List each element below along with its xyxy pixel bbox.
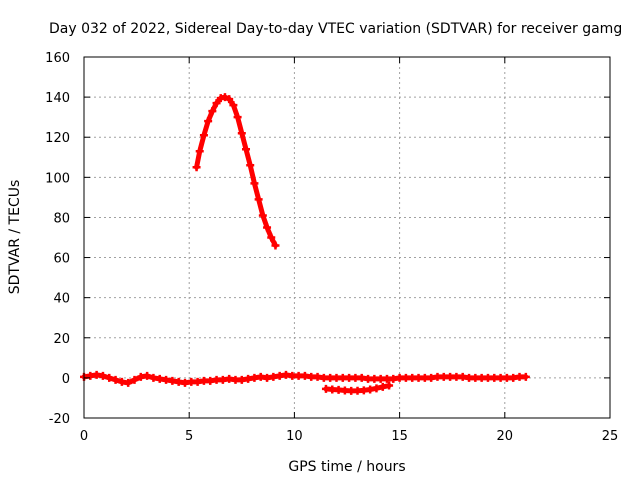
x-tick-label: 0 bbox=[80, 429, 88, 444]
data-point bbox=[246, 161, 255, 170]
data-point bbox=[204, 117, 213, 126]
data-point bbox=[263, 223, 272, 232]
data-point bbox=[372, 384, 381, 393]
data-point bbox=[212, 99, 221, 108]
y-tick-label: 20 bbox=[53, 332, 70, 347]
data-point bbox=[143, 371, 152, 380]
x-tick-label: 25 bbox=[602, 429, 619, 444]
series-layer bbox=[80, 93, 530, 395]
y-tick-label: -20 bbox=[49, 412, 70, 427]
y-tick-label: 80 bbox=[53, 211, 70, 226]
y-tick-label: 120 bbox=[45, 131, 70, 146]
series-peak-arc bbox=[192, 93, 280, 250]
x-axis-label: GPS time / hours bbox=[288, 459, 405, 475]
y-axis-label: SDTVAR / TECUs bbox=[7, 180, 23, 295]
y-tick-label: 140 bbox=[45, 91, 70, 106]
data-point bbox=[254, 195, 263, 204]
grid-lines bbox=[84, 57, 610, 418]
data-point bbox=[98, 371, 107, 380]
series-offset-segment bbox=[321, 381, 394, 395]
plot-frame bbox=[83, 56, 611, 419]
data-point bbox=[250, 179, 259, 188]
data-point bbox=[521, 372, 530, 381]
data-point bbox=[229, 101, 238, 110]
series-baseline bbox=[80, 370, 530, 387]
data-point bbox=[220, 93, 229, 102]
data-point bbox=[258, 211, 267, 220]
data-point bbox=[378, 382, 387, 391]
data-point bbox=[195, 147, 204, 156]
data-point bbox=[233, 113, 242, 122]
chart-title: Day 032 of 2022, Sidereal Day-to-day VTE… bbox=[49, 21, 622, 37]
data-point bbox=[199, 131, 208, 140]
data-point bbox=[111, 375, 120, 384]
data-point bbox=[242, 145, 251, 154]
x-tick-label: 5 bbox=[185, 429, 193, 444]
data-point bbox=[105, 373, 114, 382]
data-point bbox=[192, 163, 201, 172]
y-tick-label: 60 bbox=[53, 252, 70, 267]
axis-ticks: 0 5 10 15 20 25 -20 0 20 40 60 80 100 120 140 160 bbox=[45, 51, 618, 444]
y-tick-label: 160 bbox=[45, 51, 70, 66]
y-tick-label: 40 bbox=[53, 292, 70, 307]
data-point bbox=[237, 129, 246, 138]
data-point bbox=[271, 241, 280, 250]
x-tick-label: 15 bbox=[391, 429, 408, 444]
data-point bbox=[130, 375, 139, 384]
data-point bbox=[267, 233, 276, 242]
x-tick-label: 10 bbox=[286, 429, 303, 444]
data-point bbox=[225, 95, 234, 104]
y-tick-label: 100 bbox=[45, 171, 70, 186]
data-point bbox=[124, 378, 133, 387]
data-point bbox=[208, 107, 217, 116]
y-tick-label: 0 bbox=[62, 372, 70, 387]
data-point bbox=[385, 381, 394, 390]
x-tick-label: 20 bbox=[497, 429, 514, 444]
